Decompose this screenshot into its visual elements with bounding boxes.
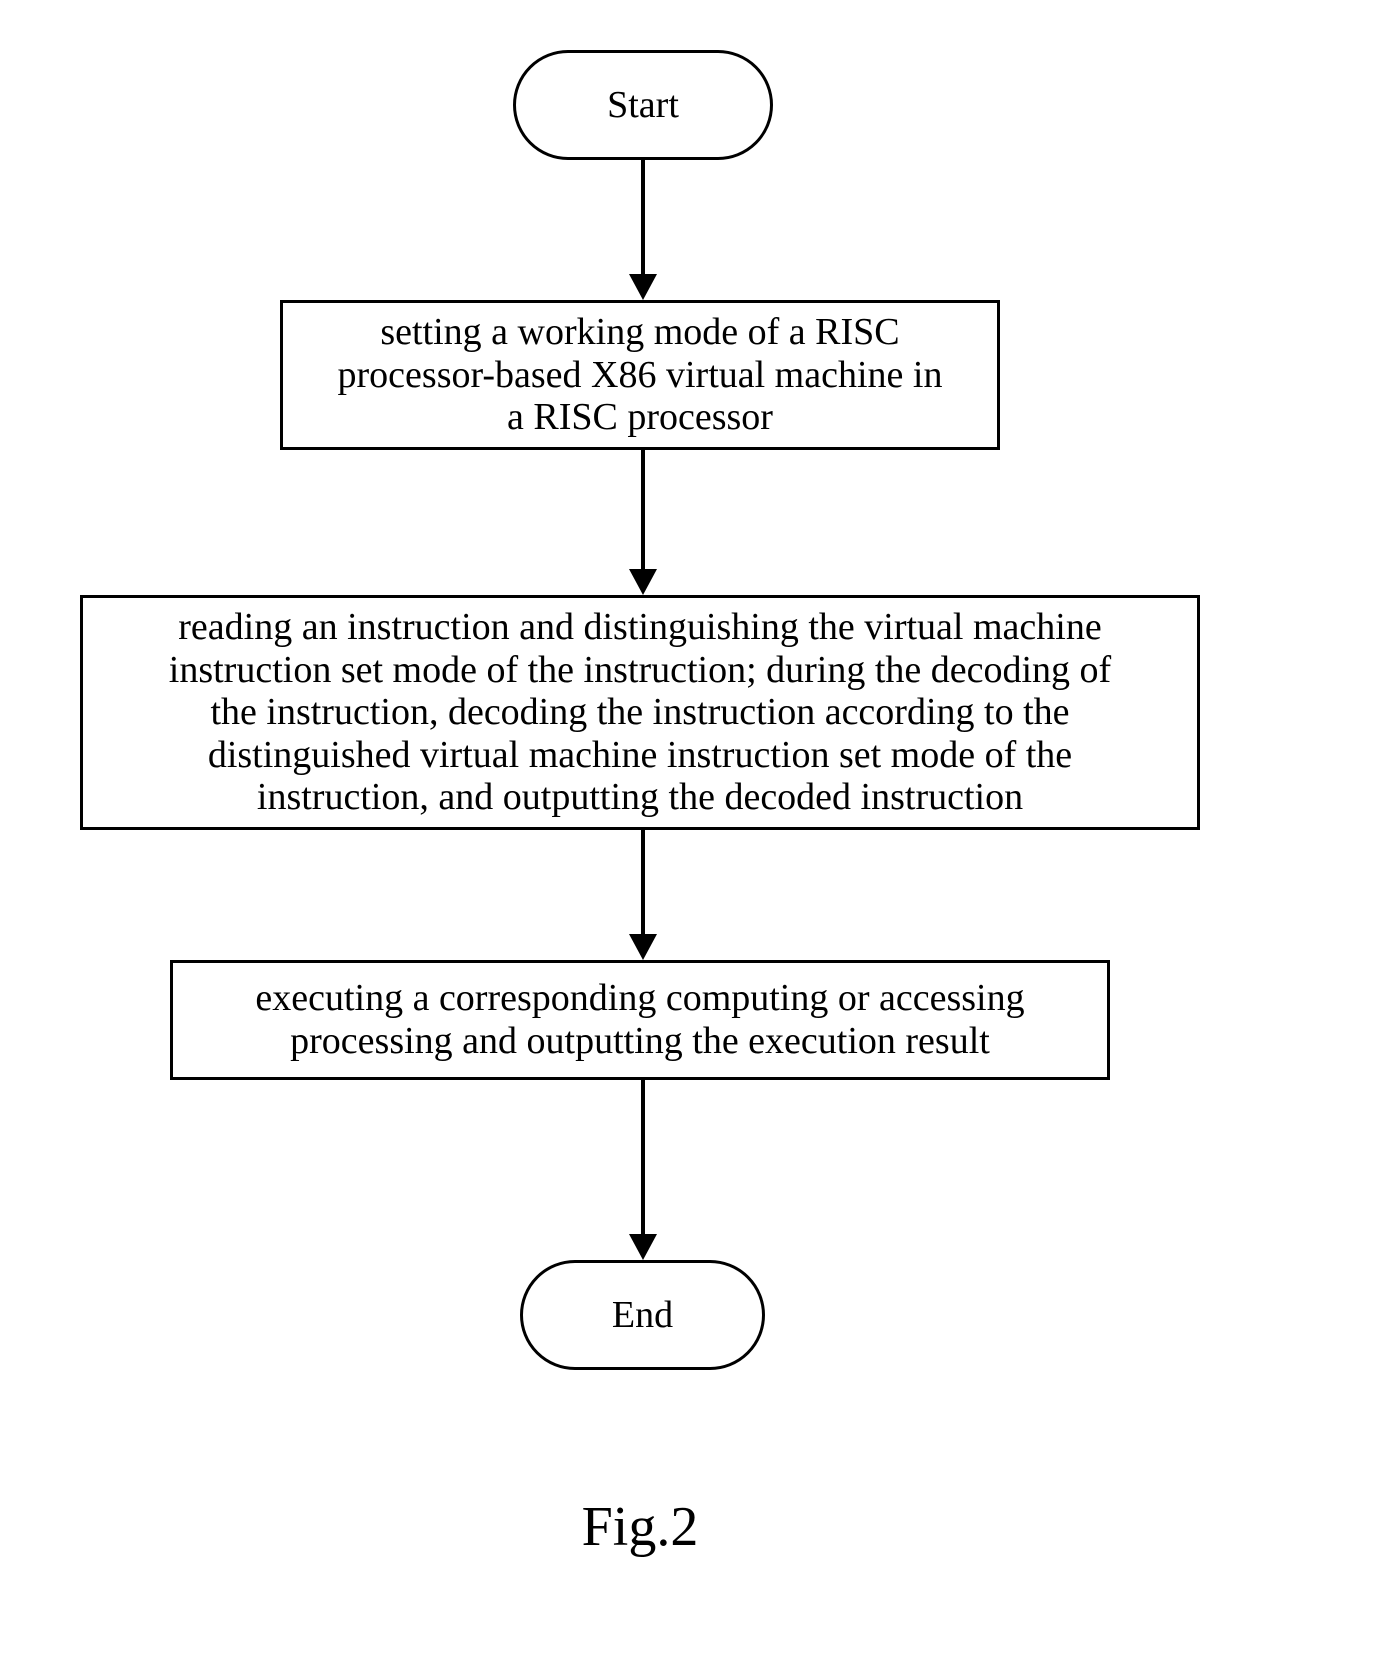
start-terminal: Start	[513, 50, 773, 160]
end-terminal: End	[520, 1260, 765, 1370]
arrow-line	[641, 450, 645, 569]
start-label: Start	[607, 83, 679, 127]
arrow-head-icon	[629, 274, 657, 300]
step1-label: setting a working mode of a RISCprocesso…	[338, 311, 943, 439]
arrow-head-icon	[629, 934, 657, 960]
step2-process: reading an instruction and distinguishin…	[80, 595, 1200, 830]
arrow-line	[641, 160, 645, 274]
step3-process: executing a corresponding computing or a…	[170, 960, 1110, 1080]
figure-caption: Fig.2	[470, 1495, 810, 1559]
arrow-line	[641, 1080, 645, 1234]
step2-label: reading an instruction and distinguishin…	[169, 606, 1111, 819]
flowchart-container: Start setting a working mode of a RISCpr…	[0, 0, 1379, 1673]
arrow-head-icon	[629, 569, 657, 595]
step3-label: executing a corresponding computing or a…	[255, 977, 1024, 1062]
arrow-head-icon	[629, 1234, 657, 1260]
step1-process: setting a working mode of a RISCprocesso…	[280, 300, 1000, 450]
arrow-line	[641, 830, 645, 934]
caption-text: Fig.2	[582, 1496, 699, 1558]
end-label: End	[612, 1293, 673, 1337]
